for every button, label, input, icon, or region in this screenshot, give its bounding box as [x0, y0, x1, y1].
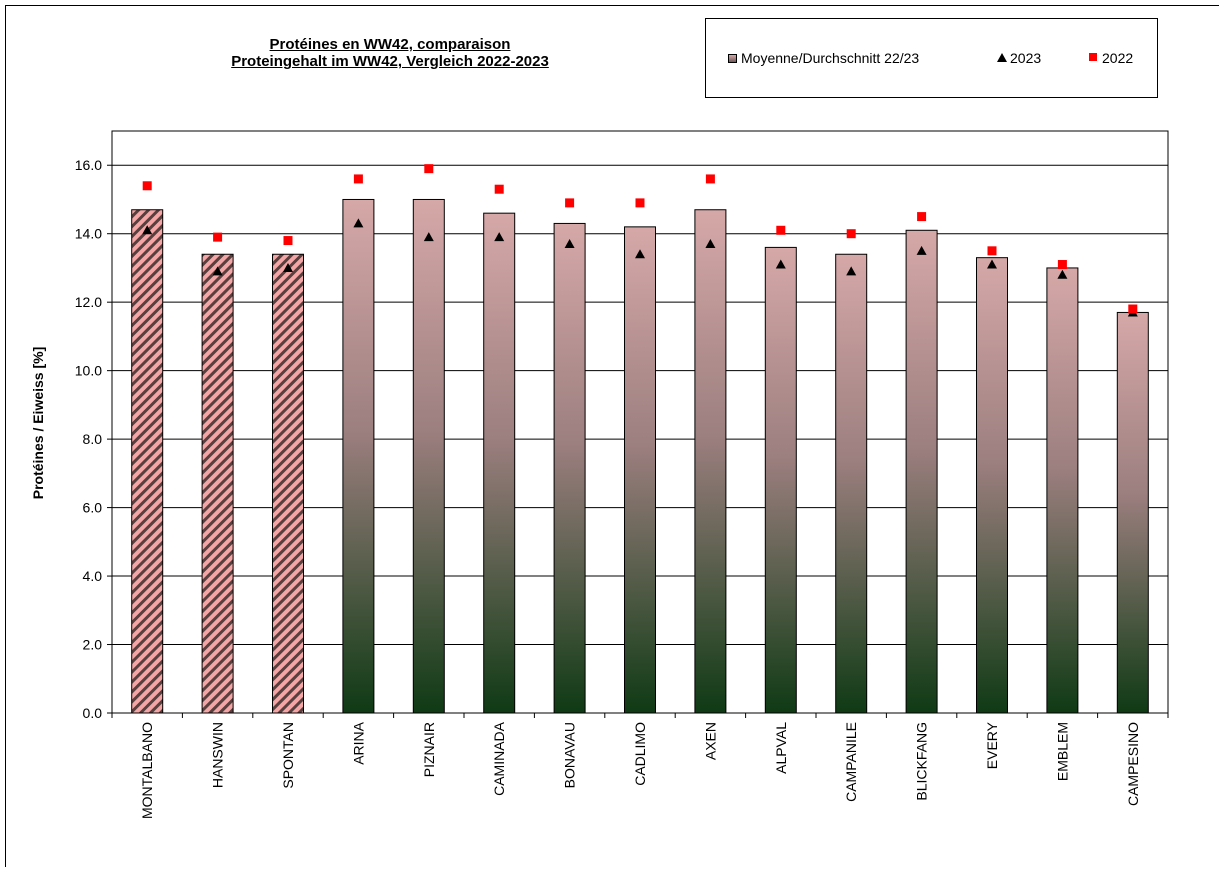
marker-2023-caminada	[494, 232, 505, 242]
legend: Moyenne/Durchschnitt 22/23 2023 2022	[705, 18, 1158, 98]
x-tick-label-alpval: ALPVAL	[773, 722, 789, 774]
marker-2022-piznair	[424, 164, 434, 174]
marker-2022-arina	[353, 174, 363, 184]
legend-label-average: Moyenne/Durchschnitt 22/23	[741, 50, 920, 66]
marker-2023-bonavau	[564, 238, 575, 248]
chart-title-line-1: Protéines en WW42, comparaison	[269, 36, 511, 53]
y-tick-label: 12.0	[75, 294, 102, 310]
marker-2023-axen	[705, 238, 716, 248]
marker-2023-emblem	[1057, 269, 1068, 279]
marker-2023-spontan	[283, 262, 293, 272]
x-tick-label-campesino: CAMPESINO	[1125, 722, 1141, 806]
marker-2022-every	[987, 246, 997, 256]
marker-2023-every	[987, 259, 997, 269]
marker-2022-campesino	[1128, 304, 1138, 314]
chart-frame	[5, 5, 1219, 867]
bar-spontan	[272, 253, 304, 714]
y-tick-label: 4.0	[83, 568, 103, 584]
marker-2023-piznair	[423, 232, 434, 242]
bar-hanswin	[201, 253, 234, 714]
x-tick-label-axen: AXEN	[702, 722, 718, 760]
marker-2023-alpval	[775, 259, 786, 269]
x-tick-label-every: EVERY	[984, 721, 1000, 769]
marker-2022-cadlimo	[635, 198, 645, 208]
x-tick-label-bonavau: BONAVAU	[562, 722, 578, 788]
bar-caminada	[483, 212, 516, 714]
y-tick-label: 6.0	[83, 500, 103, 516]
marker-2023-arina	[353, 218, 364, 228]
marker-2023-blickfang	[916, 245, 927, 255]
marker-2022-axen	[705, 174, 715, 184]
x-tick-label-cadlimo: CADLIMO	[632, 722, 648, 786]
marker-2023-cadlimo	[635, 249, 645, 259]
x-tick-label-hanswin: HANSWIN	[210, 722, 226, 788]
y-tick-label: 2.0	[83, 637, 103, 653]
marker-2022-montalbano	[142, 181, 152, 191]
legend-square-icon	[1089, 53, 1097, 61]
marker-2022-caminada	[494, 184, 504, 194]
chart-title: Protéines en WW42, comparaison Proteinge…	[100, 36, 680, 70]
marker-2022-bonavau	[565, 198, 575, 208]
marker-2022-alpval	[776, 225, 786, 235]
x-tick-label-blickfang: BLICKFANG	[914, 722, 930, 801]
marker-2023-montalbano	[142, 225, 153, 235]
y-tick-label: 8.0	[83, 431, 103, 447]
bar-alpval	[764, 246, 797, 714]
bar-cadlimo	[624, 226, 656, 714]
y-tick-label: 0.0	[83, 705, 103, 721]
bar-piznair	[412, 198, 445, 714]
bar-emblem	[1046, 267, 1079, 714]
x-tick-label-caminada: CAMINADA	[491, 721, 507, 796]
x-tick-label-arina: ARINA	[350, 721, 366, 764]
marker-2022-spontan	[283, 236, 293, 246]
x-tick-label-piznair: PIZNAIR	[421, 722, 437, 777]
bar-blickfang	[905, 229, 938, 714]
y-tick-label: 14.0	[75, 226, 102, 242]
chart-title-line-2: Proteingehalt im WW42, Vergleich 2022-20…	[231, 53, 549, 70]
x-tick-label-montalbano: MONTALBANO	[139, 722, 155, 819]
legend-swatch-average-icon	[728, 54, 737, 63]
y-tick-label: 16.0	[75, 157, 102, 173]
marker-2022-campanile	[846, 229, 856, 239]
x-tick-label-campanile: CAMPANILE	[843, 722, 859, 802]
legend-label-2022: 2022	[1102, 50, 1134, 66]
marker-2022-emblem	[1057, 260, 1067, 270]
x-tick-label-spontan: SPONTAN	[280, 722, 296, 789]
legend-label-2023: 2023	[1010, 50, 1042, 66]
bar-campesino	[1116, 311, 1149, 714]
legend-triangle-icon	[997, 53, 1007, 62]
x-tick-label-emblem: EMBLEM	[1054, 722, 1070, 781]
bar-bonavau	[553, 222, 586, 714]
marker-2023-hanswin	[212, 266, 223, 276]
bar-campanile	[835, 253, 868, 714]
marker-2022-hanswin	[213, 232, 223, 242]
bar-axen	[694, 209, 727, 714]
bar-arina	[342, 198, 375, 714]
bar-every	[976, 257, 1008, 714]
marker-2023-campanile	[846, 266, 857, 276]
bar-montalbano	[131, 209, 164, 714]
y-tick-label: 10.0	[75, 363, 102, 379]
marker-2022-blickfang	[917, 212, 927, 222]
